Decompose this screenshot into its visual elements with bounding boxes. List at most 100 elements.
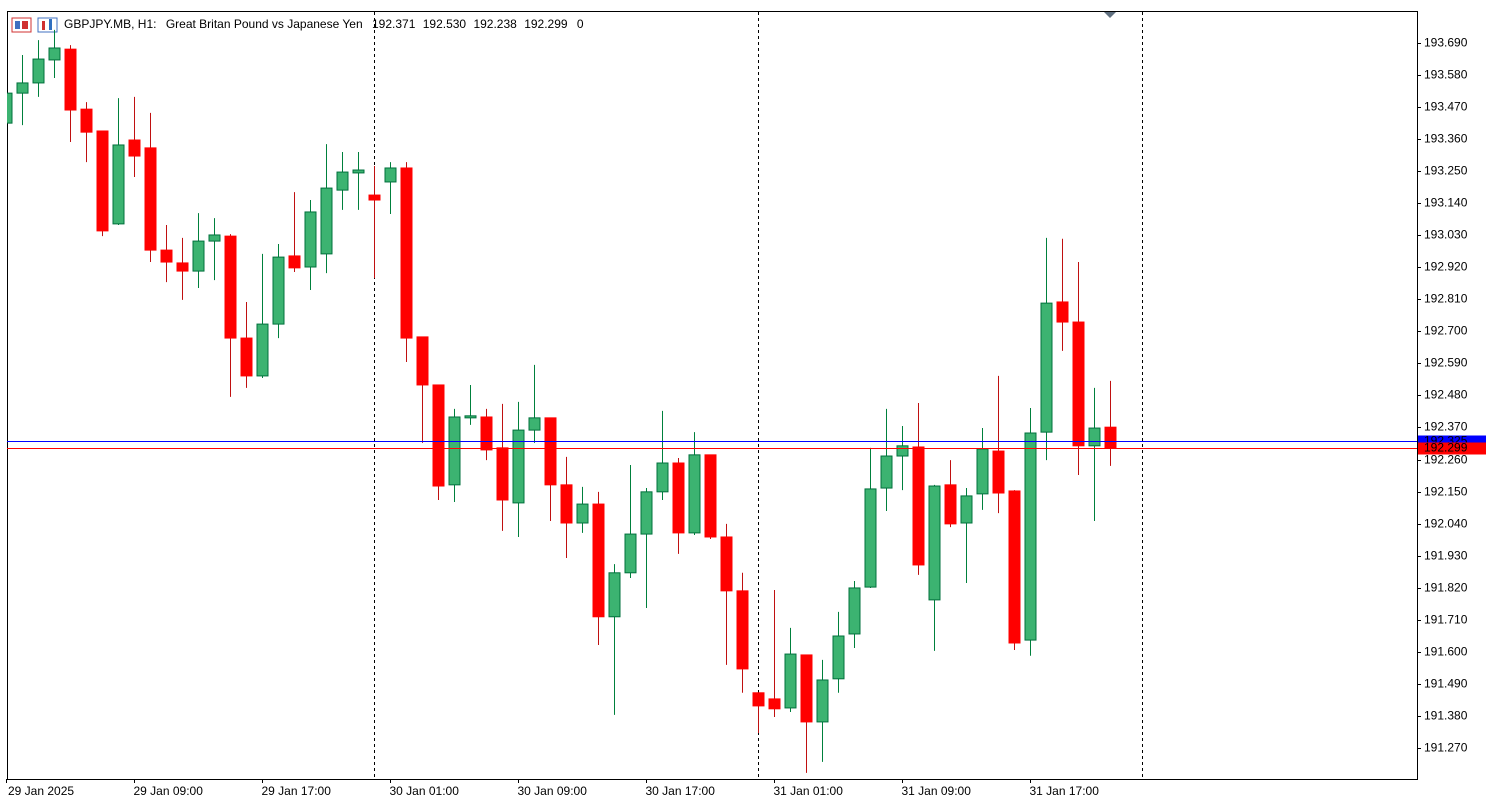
y-tick-label: 193.360 [1424, 132, 1468, 146]
candle-body [224, 235, 237, 339]
x-tick-label: 31 Jan 01:00 [774, 784, 844, 798]
header-icons [11, 17, 58, 33]
candle-body [368, 194, 381, 201]
candle-body [400, 167, 413, 339]
candle-body [16, 82, 29, 94]
candle-body [1040, 302, 1053, 433]
candle-body [880, 455, 893, 489]
candle-body [736, 590, 749, 670]
candle-body [1056, 301, 1069, 323]
candle-body [480, 416, 493, 451]
candle-body [848, 587, 861, 635]
icon-part [42, 21, 45, 30]
y-tick-label: 191.930 [1424, 549, 1468, 563]
candle-body [800, 654, 813, 723]
y-tick-label: 193.690 [1424, 36, 1468, 50]
x-tick-label: 31 Jan 17:00 [1030, 784, 1100, 798]
x-tick-label: 29 Jan 17:00 [262, 784, 332, 798]
candle-body [976, 448, 989, 495]
candle-body [544, 417, 557, 486]
y-tick-label: 193.470 [1424, 100, 1468, 114]
candle-body [240, 337, 253, 377]
candle-body [672, 462, 685, 534]
y-tick-label: 193.030 [1424, 228, 1468, 242]
candle-body [832, 635, 845, 680]
candle-body [864, 488, 877, 588]
volume: 0 [577, 17, 584, 31]
header: GBPJPY.MB, H1: Great Britan Pound vs Jap… [64, 17, 584, 31]
description: Great Britan Pound vs Japanese Yen [166, 17, 363, 31]
y-tick-label: 193.140 [1424, 196, 1468, 210]
candle-body [432, 384, 445, 487]
candle-body [608, 572, 621, 618]
y-tick-label: 192.590 [1424, 356, 1468, 370]
candle-body [64, 48, 77, 111]
y-tick-label: 191.270 [1424, 741, 1468, 755]
candle-body [912, 446, 925, 566]
candle-body [352, 169, 365, 174]
chart-icon[interactable] [37, 17, 58, 33]
candle-body [128, 139, 141, 157]
candle-body [576, 503, 589, 524]
candle-body [160, 249, 173, 263]
candle-body [304, 211, 317, 268]
y-tick-label: 192.480 [1424, 388, 1468, 402]
candle-body [720, 536, 733, 592]
y-tick-label: 192.700 [1424, 324, 1468, 338]
candle-body [1104, 426, 1117, 449]
x-tick-label: 30 Jan 01:00 [390, 784, 460, 798]
candle-body [96, 130, 109, 232]
x-tick-label: 31 Jan 09:00 [902, 784, 972, 798]
axes: 193.690 193.580 193.470 193.360 193.250 193.1… [6, 36, 1486, 798]
menu-icon[interactable] [11, 17, 32, 33]
ohlc-close: 192.299 [524, 17, 568, 31]
candle-body [928, 485, 941, 601]
y-tick-label: 192.810 [1424, 292, 1468, 306]
x-tick-label: 29 Jan 09:00 [134, 784, 204, 798]
candle-body [48, 47, 61, 61]
x-tick-label: 30 Jan 17:00 [646, 784, 716, 798]
y-tick-label: 193.580 [1424, 68, 1468, 82]
y-tick-label: 192.150 [1424, 485, 1468, 499]
candle-body [288, 255, 301, 269]
candle-body [944, 484, 957, 525]
ohlc-low: 192.238 [473, 17, 517, 31]
candle-body [32, 58, 45, 84]
candle-body [464, 415, 477, 419]
candle-body [1008, 490, 1021, 644]
shift-marker[interactable] [1104, 12, 1116, 18]
candles [7, 29, 1417, 773]
candle-body [656, 462, 669, 493]
candle-body [960, 495, 973, 524]
candle-body [144, 147, 157, 251]
y-tick-label: 191.710 [1424, 613, 1468, 627]
candle-body [192, 240, 205, 272]
y-tick-label: 192.370 [1424, 420, 1468, 434]
y-tick-label: 192.260 [1424, 453, 1468, 467]
ohlc-open: 192.371 [372, 17, 416, 31]
candle-body [528, 417, 541, 431]
y-tick-label: 191.380 [1424, 709, 1468, 723]
candle-body [1024, 432, 1037, 641]
candle-body [592, 503, 605, 618]
candle-body [1072, 321, 1085, 447]
candle-body [320, 187, 333, 255]
candle-body [336, 171, 349, 191]
x-tick-label: 29 Jan 2025 [8, 784, 74, 798]
candle-body [384, 167, 397, 183]
x-tick-label: 30 Jan 09:00 [518, 784, 588, 798]
candle-body [1088, 427, 1101, 447]
candle-body [816, 679, 829, 723]
candle-body [896, 445, 909, 457]
candle-body [176, 262, 189, 272]
symbol: GBPJPY.MB, H1: [64, 17, 156, 31]
candle-body [560, 484, 573, 524]
y-tick-label: 191.600 [1424, 645, 1468, 659]
day-separators [374, 12, 1143, 779]
candle-body [992, 450, 1005, 494]
bid-label: 192.299 [1424, 441, 1468, 455]
ohlc-high: 192.530 [423, 17, 467, 31]
bid-label-box [1418, 442, 1486, 455]
